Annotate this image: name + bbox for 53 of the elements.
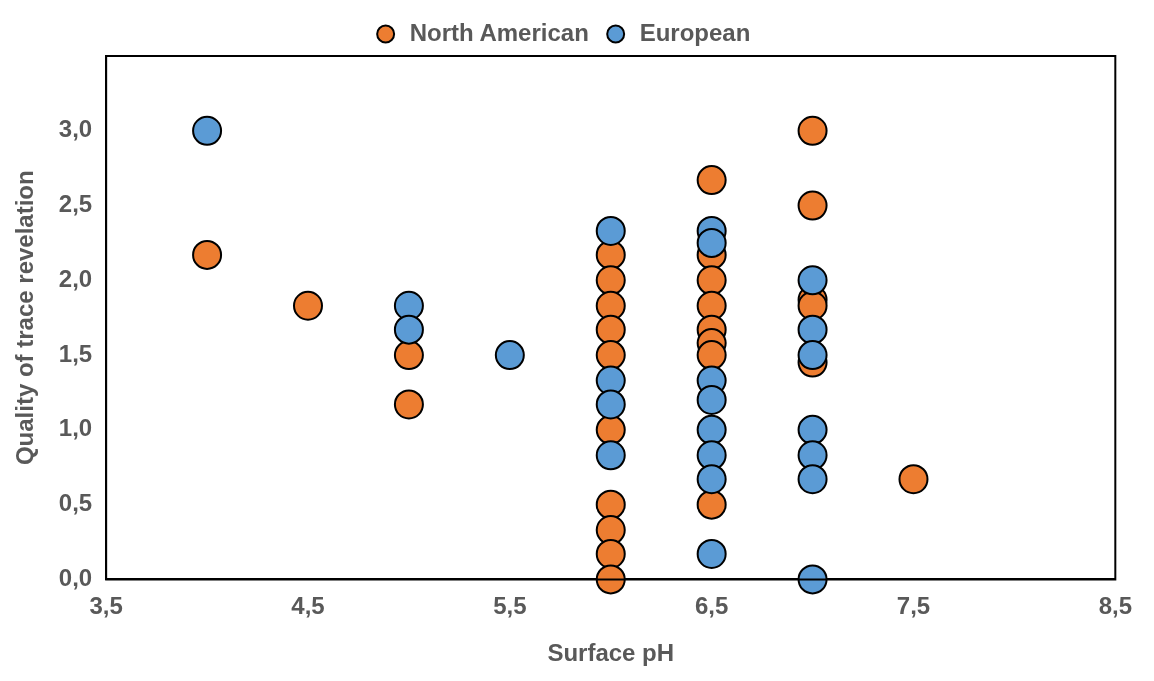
point	[595, 489, 626, 520]
point	[494, 340, 525, 371]
x-tick-label: 5,5	[493, 592, 527, 620]
point	[797, 414, 828, 445]
point	[797, 464, 828, 495]
point	[595, 389, 626, 420]
x-tick-label: 7,5	[896, 592, 931, 620]
point	[696, 414, 727, 445]
x-tick-label: 4,5	[291, 592, 325, 620]
point	[696, 165, 727, 196]
x-tick-label: 8,5	[1098, 592, 1133, 620]
point	[696, 265, 727, 296]
point	[797, 115, 828, 146]
point	[696, 489, 727, 520]
point	[797, 265, 828, 296]
point	[696, 538, 727, 569]
y-tick-label: 3,0	[58, 115, 93, 143]
point	[797, 314, 828, 345]
point	[696, 340, 727, 371]
y-tick-label: 2,5	[58, 190, 93, 218]
y-tick-label: 0,5	[58, 489, 93, 517]
point	[696, 464, 727, 495]
y-tick-label: 1,0	[58, 414, 93, 442]
legend-label: European	[639, 18, 751, 46]
point	[393, 340, 424, 371]
y-tick-label: 1,5	[58, 339, 93, 367]
point	[797, 564, 828, 595]
point	[192, 239, 223, 270]
point	[595, 290, 626, 321]
point	[797, 190, 828, 221]
y-tick-label: 0,0	[58, 564, 93, 592]
point	[696, 227, 727, 258]
point	[595, 314, 626, 345]
point	[595, 564, 626, 595]
point	[292, 290, 323, 321]
point	[192, 115, 223, 146]
x-tick-label: 6,5	[694, 592, 729, 620]
point	[595, 440, 626, 471]
point	[393, 389, 424, 420]
legend-label: North American	[409, 18, 589, 46]
y-axis-title: Quality of trace revelation	[11, 170, 39, 466]
point	[696, 384, 727, 415]
point	[595, 340, 626, 371]
x-axis-title: Surface pH	[547, 639, 675, 667]
point	[393, 314, 424, 345]
point	[797, 340, 828, 371]
y-tick-label: 2,0	[58, 264, 93, 292]
point	[595, 538, 626, 569]
point	[696, 290, 727, 321]
point	[595, 215, 626, 246]
point	[595, 265, 626, 296]
point	[898, 464, 929, 495]
x-tick-label: 3,5	[89, 592, 123, 620]
